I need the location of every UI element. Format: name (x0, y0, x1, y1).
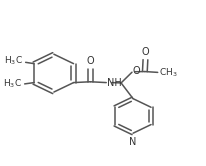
Text: O: O (86, 56, 94, 66)
Text: NH: NH (107, 78, 121, 88)
Text: O: O (132, 66, 139, 76)
Text: CH$_3$: CH$_3$ (158, 66, 176, 79)
Text: H$_3$C: H$_3$C (4, 55, 23, 67)
Text: N: N (129, 137, 136, 147)
Text: H$_3$C: H$_3$C (3, 78, 22, 90)
Text: O: O (141, 47, 149, 57)
